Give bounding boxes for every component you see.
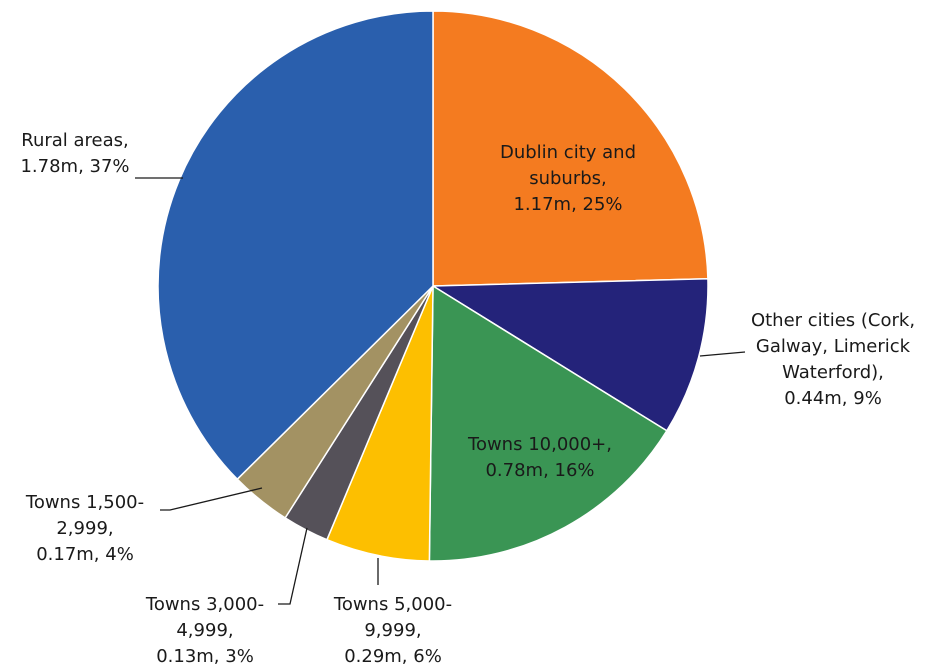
leader-line bbox=[278, 527, 308, 605]
value-label: 1.78m, 37% bbox=[20, 156, 130, 177]
value-label: 0.13m, 3% bbox=[156, 646, 254, 667]
slice-label: Towns 5,000-9,999, 0.29m, 6% bbox=[323, 592, 463, 670]
category-label: Towns 1,500-2,999, bbox=[25, 492, 145, 539]
slice-label: Towns 10,000+, 0.78m, 16% bbox=[440, 432, 640, 484]
value-label: 0.29m, 6% bbox=[344, 646, 442, 667]
category-label: Towns 10,000+, bbox=[468, 434, 612, 455]
leader-line bbox=[699, 351, 746, 357]
category-label: Towns 5,000-9,999, bbox=[333, 594, 453, 641]
category-label: Towns 3,000-4,999, bbox=[145, 594, 265, 641]
leader-line bbox=[160, 487, 263, 511]
pie-slice bbox=[157, 10, 434, 481]
category-label: Dublin city and suburbs, bbox=[499, 142, 637, 189]
category-label: Rural areas, bbox=[21, 130, 129, 151]
slice-label: Rural areas, 1.78m, 37% bbox=[5, 128, 145, 180]
pie-slice bbox=[428, 284, 668, 562]
category-label: Other cities (Cork, Galway, Limerick Wat… bbox=[750, 310, 916, 383]
slice-label: Towns 3,000-4,999, 0.13m, 3% bbox=[135, 592, 275, 670]
pie-slice bbox=[432, 10, 709, 287]
value-label: 0.44m, 9% bbox=[784, 388, 882, 409]
slice-label: Other cities (Cork, Galway, Limerick Wat… bbox=[728, 308, 931, 412]
slice-label: Dublin city and suburbs, 1.17m, 25% bbox=[478, 140, 658, 218]
slice-label: Towns 1,500-2,999, 0.17m, 4% bbox=[20, 490, 150, 568]
value-label: 1.17m, 25% bbox=[513, 194, 623, 215]
value-label: 0.17m, 4% bbox=[36, 544, 134, 565]
pie-slice bbox=[430, 277, 709, 432]
value-label: 0.78m, 16% bbox=[485, 460, 595, 481]
